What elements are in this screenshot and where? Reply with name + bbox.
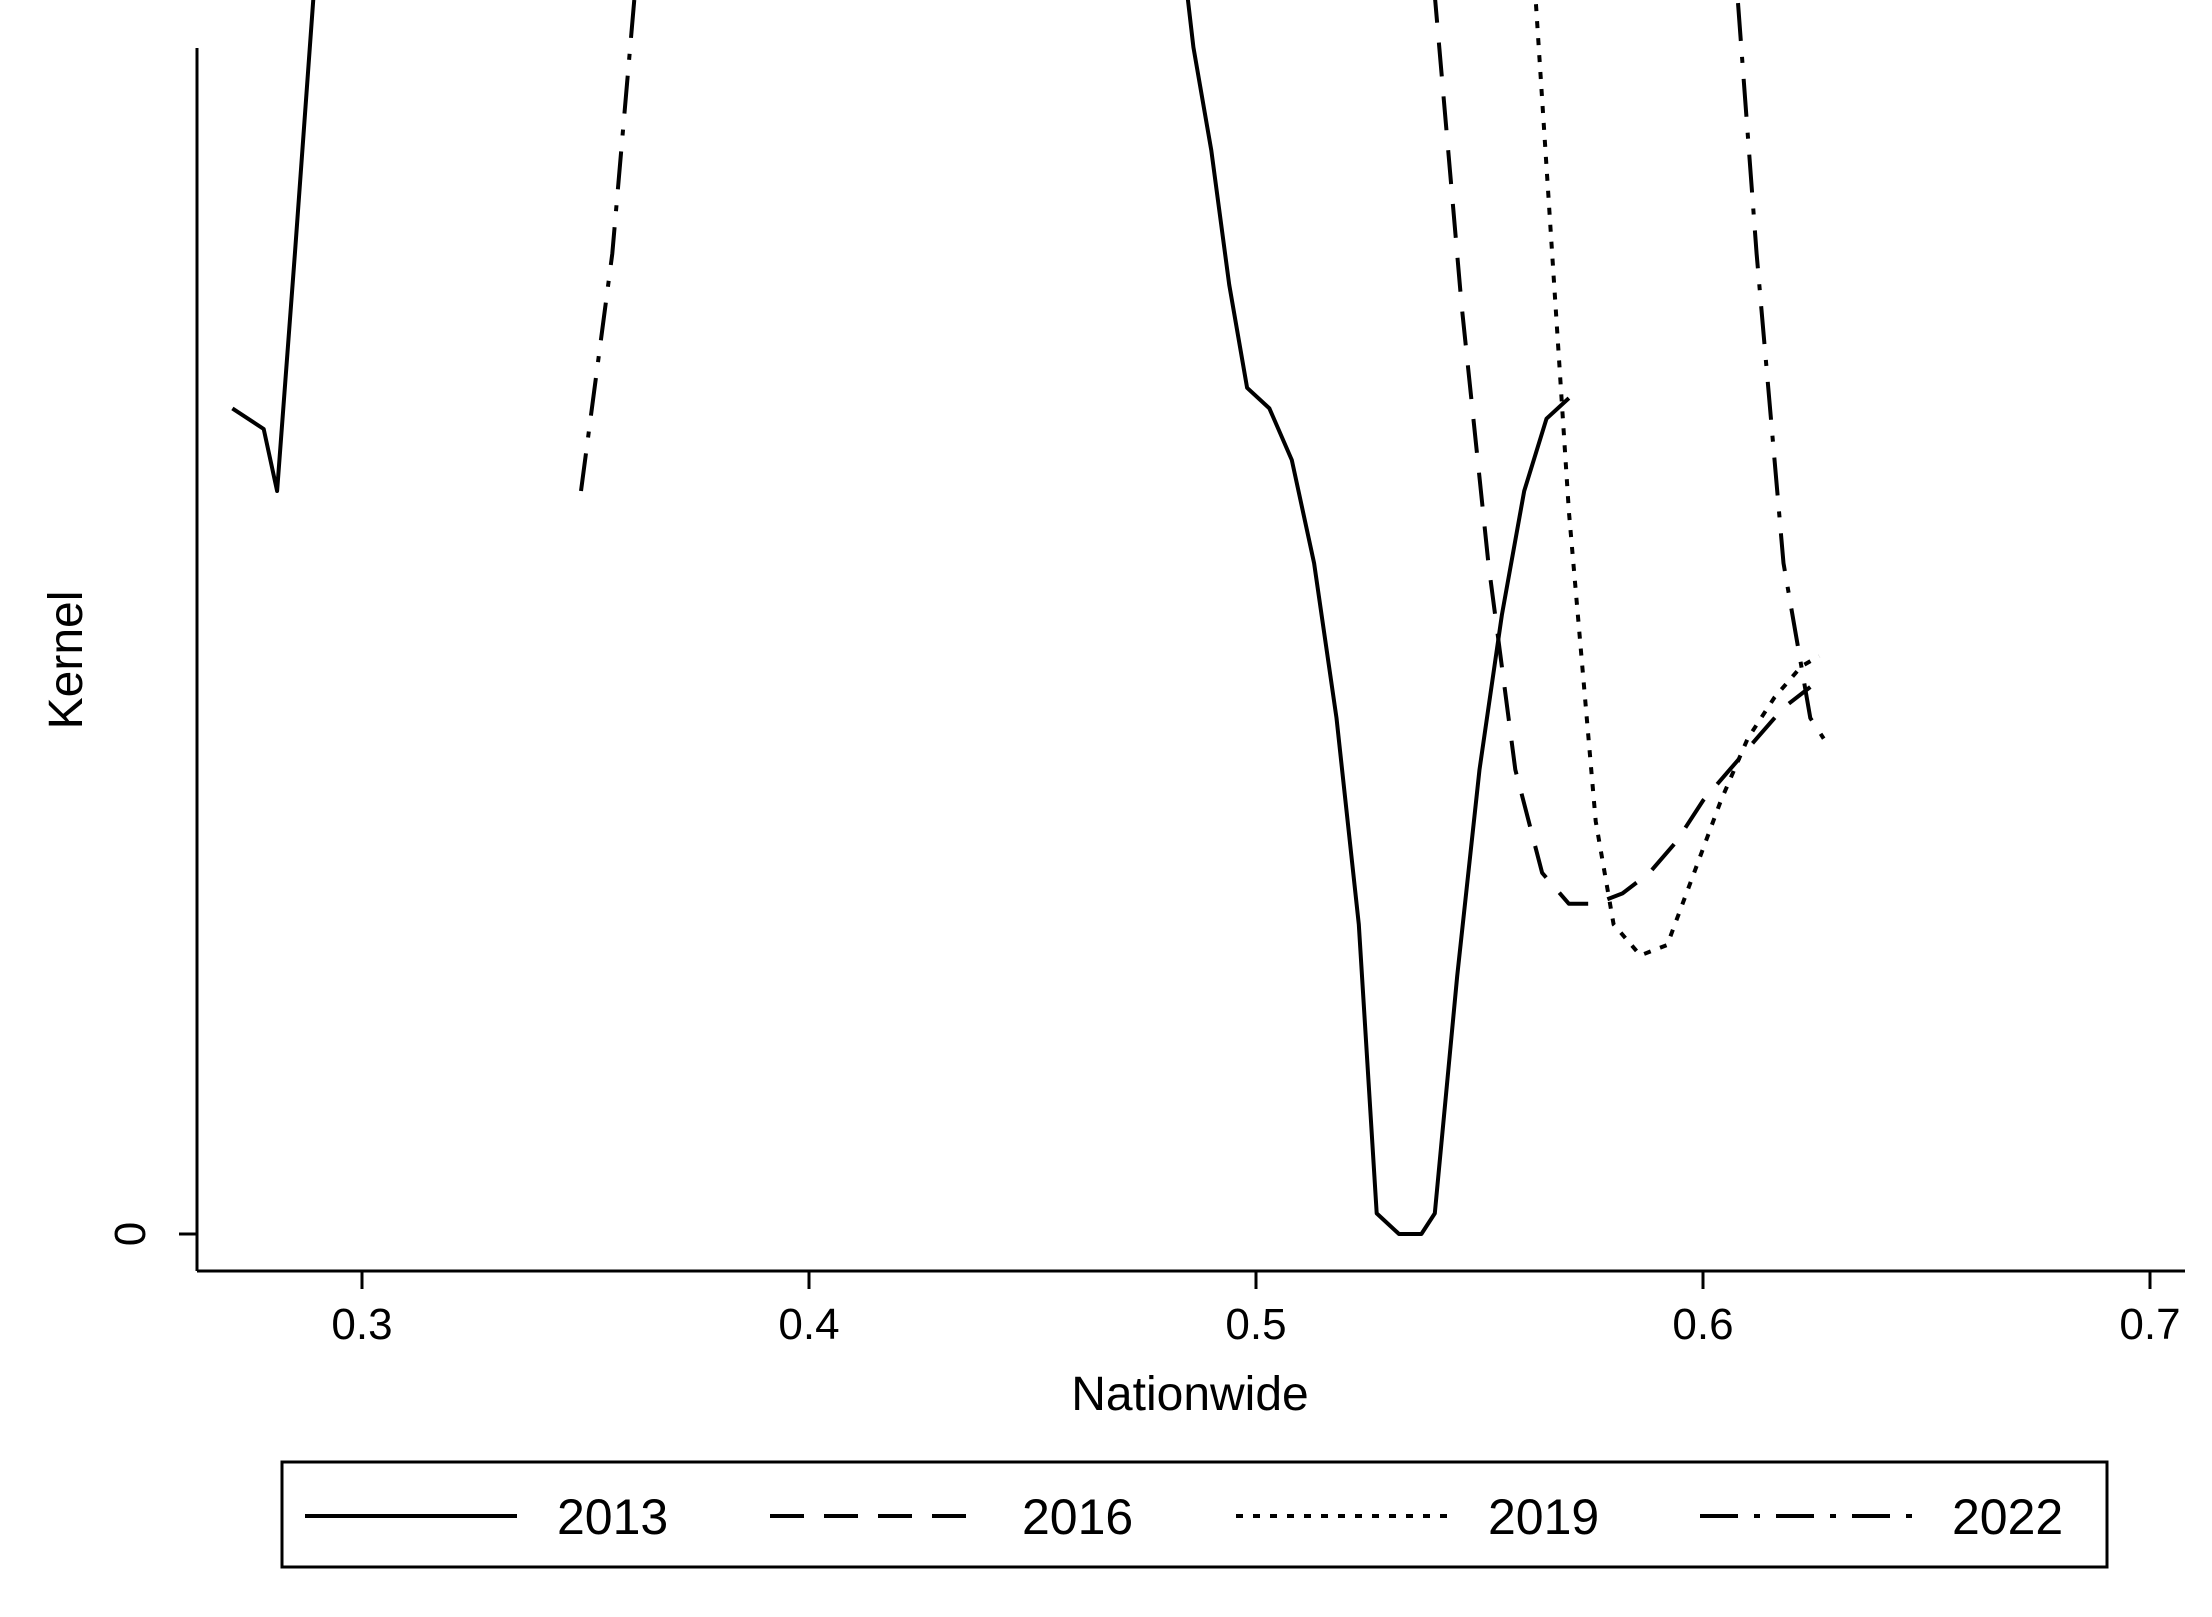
legend-label-2019: 2019 [1488, 1489, 1599, 1545]
plot-area: 0.3 0.4 0.5 0.6 0.7 0510 [106, 0, 2185, 1349]
legend: 2013 2016 2019 2022 [280, 1460, 2109, 1569]
x-tick-label: 0.6 [1672, 1300, 1733, 1349]
series-line-2022 [579, 0, 1826, 740]
x-tick-label: 0.7 [2119, 1300, 2180, 1349]
legend-label-2016: 2016 [1022, 1489, 1133, 1545]
legend-label-2013: 2013 [557, 1489, 668, 1545]
y-axis-title: Kernel [40, 591, 93, 730]
series-line-2016 [1433, 0, 1812, 906]
series-line-2013 [231, 0, 1571, 1236]
x-tick-label: 0.3 [331, 1300, 392, 1349]
series-lines [231, 0, 1826, 1236]
y-axis-ticks: 0510 [106, 1222, 197, 1246]
legend-label-2022: 2022 [1952, 1489, 2063, 1545]
y-tick-label: 0 [106, 1222, 155, 1246]
x-tick-label: 0.5 [1225, 1300, 1286, 1349]
x-tick-label: 0.4 [778, 1300, 839, 1349]
series-line-2019 [1533, 0, 1821, 958]
x-axis-ticks: 0.3 0.4 0.5 0.6 0.7 [331, 1271, 2181, 1349]
x-axis-title: Nationwide [1071, 1368, 1308, 1421]
